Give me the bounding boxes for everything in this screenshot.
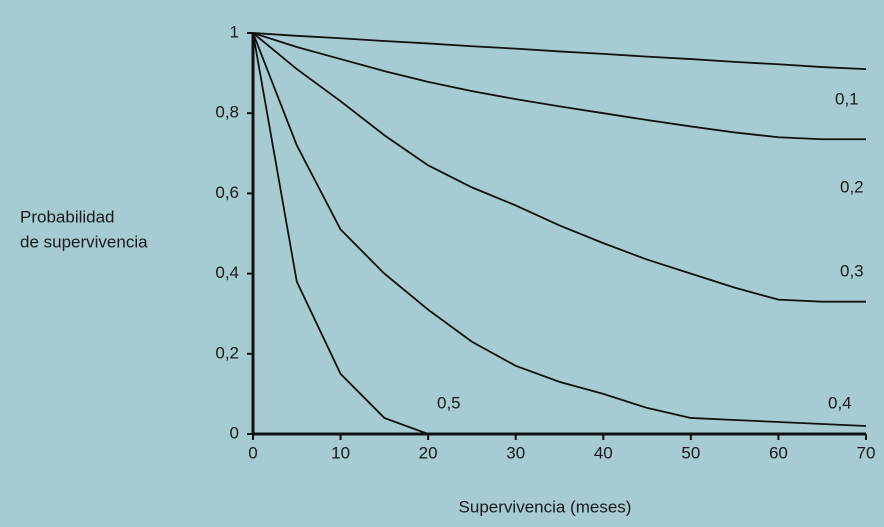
series-line — [252, 32, 429, 435]
x-tick-label: 10 — [331, 443, 350, 462]
series-line — [252, 32, 867, 427]
y-tick-label: 1 — [230, 22, 239, 41]
series-line — [252, 32, 866, 141]
y-tick-label: 0,2 — [215, 343, 239, 362]
y-axis-label: Probabilidad — [20, 207, 115, 226]
x-tick-label: 70 — [857, 443, 876, 462]
y-tick-label: 0,6 — [215, 183, 239, 202]
x-axis-label: Supervivencia (meses) — [459, 497, 632, 516]
x-tick-label: 30 — [506, 443, 525, 462]
series-line — [252, 32, 866, 303]
x-tick-label: 40 — [594, 443, 613, 462]
series-label: 0,5 — [437, 393, 461, 412]
series-label: 0,4 — [828, 393, 852, 412]
y-tick-label: 0,4 — [215, 263, 239, 282]
series-label: 0,1 — [835, 89, 859, 108]
x-tick-label: 50 — [681, 443, 700, 462]
series-label: 0,3 — [840, 261, 864, 280]
y-tick-label: 0,8 — [215, 103, 239, 122]
x-tick-label: 20 — [419, 443, 438, 462]
y-axis-label: de supervivencia — [20, 232, 148, 251]
series-label: 0,2 — [840, 177, 864, 196]
y-tick-label: 0 — [230, 423, 239, 442]
x-tick-label: 0 — [248, 443, 257, 462]
series-line — [252, 32, 867, 70]
x-tick-label: 60 — [769, 443, 788, 462]
